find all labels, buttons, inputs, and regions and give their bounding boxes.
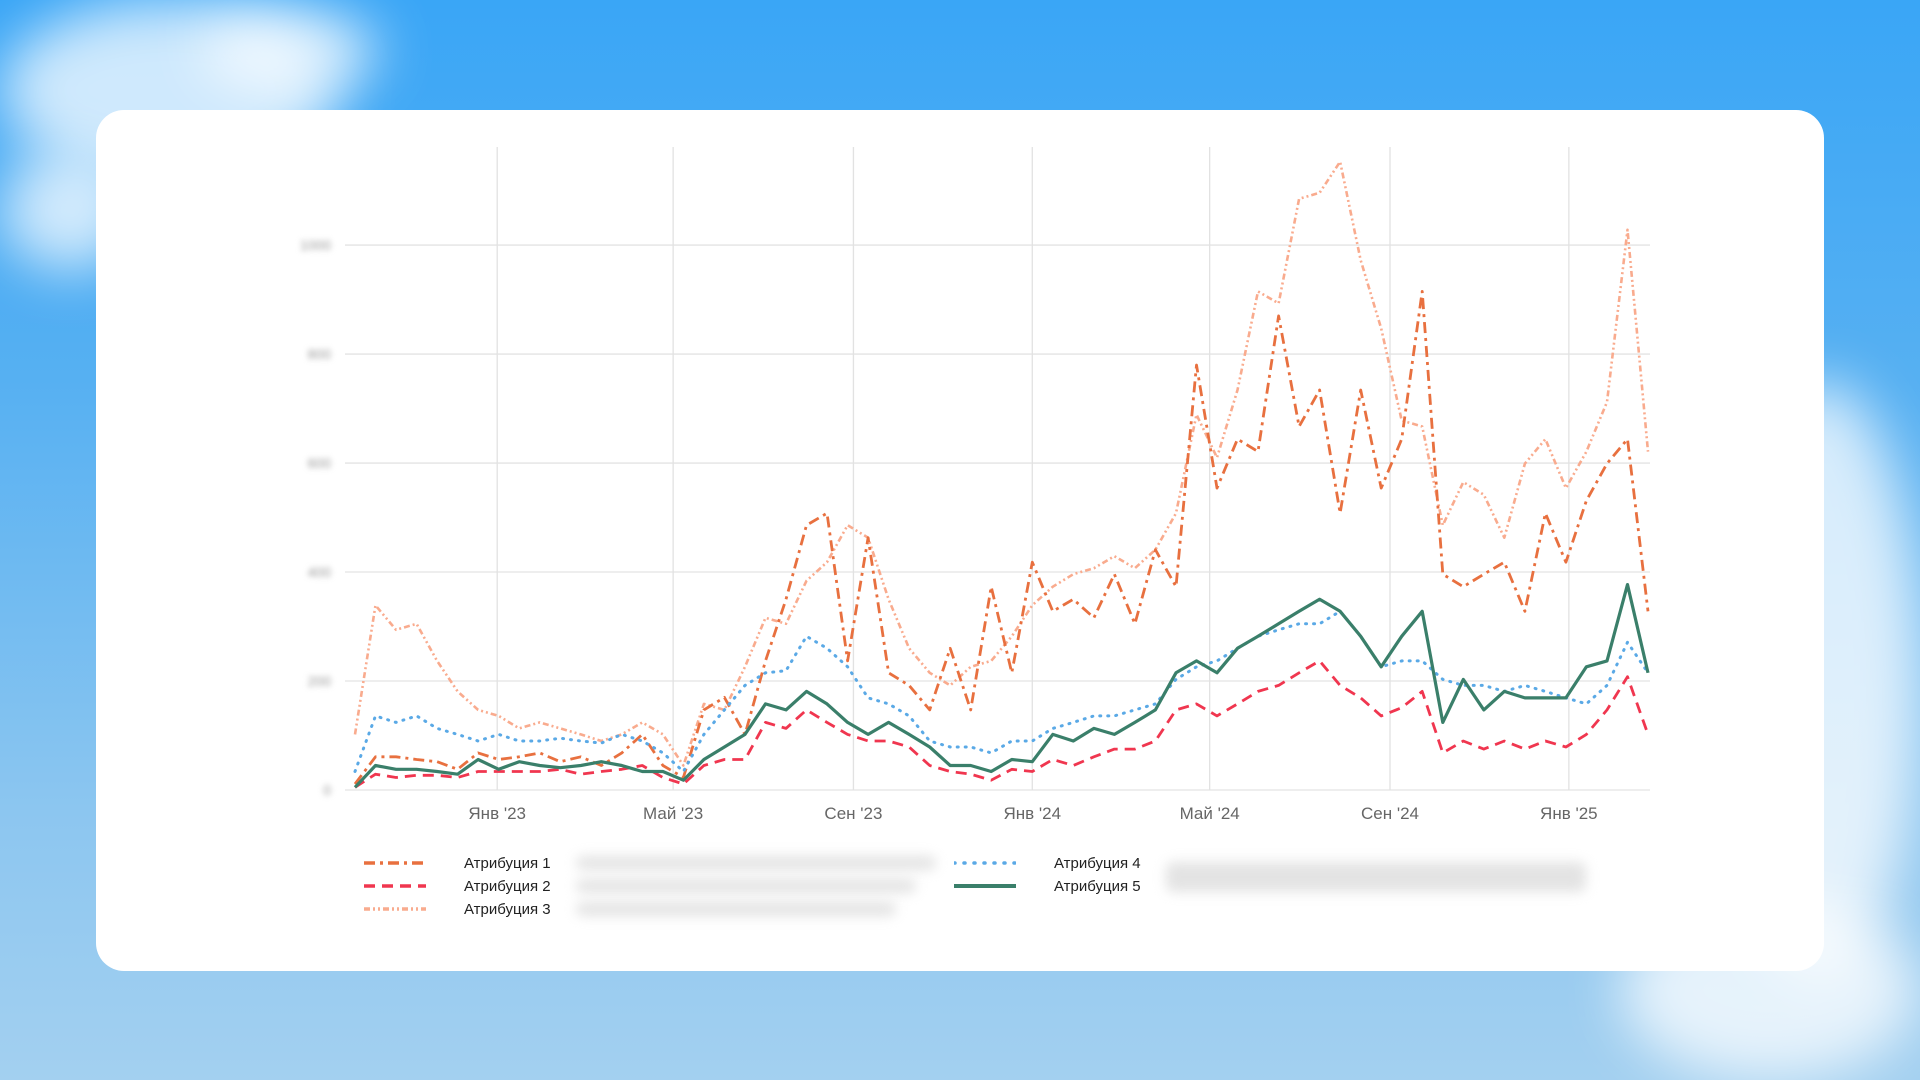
legend-label: Атрибуция 1 — [464, 854, 551, 872]
series-line-3 — [353, 160, 1650, 767]
series-lines — [353, 160, 1650, 789]
series-line-4 — [353, 609, 1650, 773]
legend-swatch — [364, 861, 426, 865]
y-tick-label: 600 — [308, 455, 332, 471]
series-line-5 — [353, 583, 1650, 789]
chart-card: 0 200 400 600 800 1000 Янв '23 Май '23 Сен '23 Я… — [96, 110, 1824, 971]
x-tick-label: Сен '23 — [824, 804, 882, 823]
blurred-text — [576, 879, 916, 893]
legend-label: Атрибуция 3 — [464, 900, 551, 918]
legend-swatch — [364, 907, 426, 911]
blurred-text — [576, 902, 896, 916]
x-tick-label: Янв '23 — [468, 804, 526, 823]
y-tick-label: 0 — [323, 782, 331, 798]
blurred-text — [1166, 862, 1586, 892]
y-tick-label: 800 — [308, 346, 332, 362]
legend-label: Атрибуция 4 — [1054, 854, 1141, 872]
series-line-1 — [353, 289, 1650, 785]
y-tick-label: 200 — [308, 673, 332, 689]
legend-item[interactable]: Атрибуция 1 — [364, 852, 551, 874]
blurred-text — [576, 856, 936, 870]
legend-item[interactable]: Атрибуция 2 — [364, 875, 551, 897]
y-tick-label: 1000 — [300, 237, 331, 253]
legend-item[interactable]: Атрибуция 3 — [364, 898, 551, 920]
legend-label: Атрибуция 5 — [1054, 877, 1141, 895]
x-tick-label: Сен '24 — [1361, 804, 1419, 823]
x-tick-label: Май '23 — [643, 804, 703, 823]
legend-item[interactable]: Атрибуция 5 — [954, 875, 1141, 897]
x-tick-label: Янв '24 — [1003, 804, 1061, 823]
grid — [345, 147, 1650, 791]
y-axis: 0 200 400 600 800 1000 — [300, 237, 331, 798]
x-axis: Янв '23 Май '23 Сен '23 Янв '24 Май '24 Сен '… — [468, 804, 1597, 823]
legend-swatch — [954, 884, 1016, 888]
series-line-2 — [354, 659, 1650, 789]
y-tick-label: 400 — [308, 564, 332, 580]
legend-swatch — [954, 861, 1016, 865]
legend-swatch — [364, 884, 426, 888]
cloud — [200, 10, 380, 90]
x-tick-label: Май '24 — [1180, 804, 1240, 823]
x-tick-label: Янв '25 — [1540, 804, 1598, 823]
legend-label: Атрибуция 2 — [464, 877, 551, 895]
legend-item[interactable]: Атрибуция 4 — [954, 852, 1141, 874]
